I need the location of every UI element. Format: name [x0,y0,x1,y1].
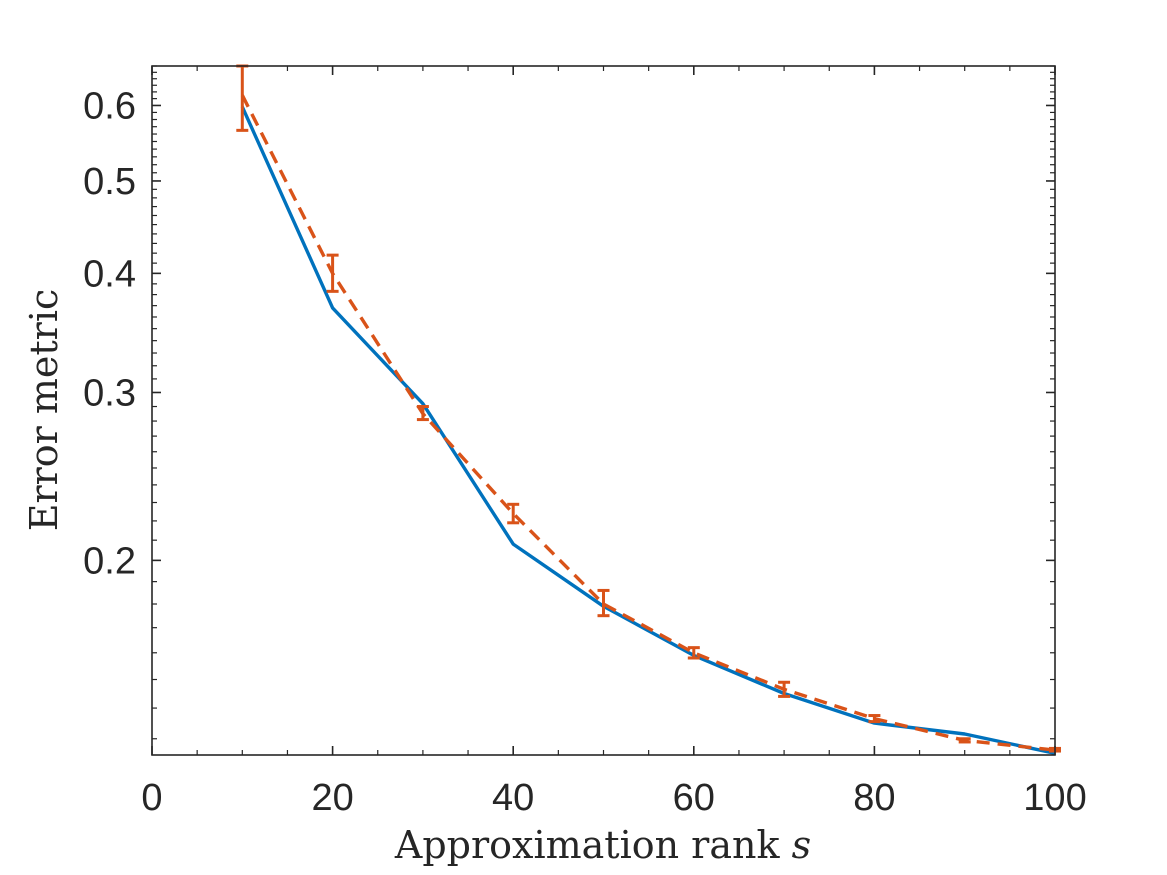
x-axis-title: Approximation rank s [394,823,811,867]
x-tick-label: 40 [492,777,534,819]
x-axis-variable: s [792,823,812,867]
x-tick-label: 20 [311,777,353,819]
x-tick-label: 80 [853,777,895,819]
error-bar [778,680,791,698]
error-bar [416,405,429,422]
plot-area [152,66,1055,755]
x-tick-labels: 0 20 40 60 80 100 [141,777,1086,819]
error-bar [597,588,610,618]
y-tick-label: 0.5 [83,161,136,203]
y-axis-title: Error metric [22,289,66,532]
error-bar [507,502,520,525]
plot-frame [151,65,1056,756]
y-tick-label: 0.2 [83,540,136,582]
series-layer [236,64,1061,755]
y-tick-label: 0.4 [83,253,136,295]
error-bar [958,737,971,744]
minor-ticks [152,65,1055,755]
error-bar [687,646,700,660]
y-tick-label: 0.6 [83,85,136,127]
x-tick-label: 0 [141,777,162,819]
x-axis-title-text: Approximation rank [394,823,781,867]
x-tick-label: 60 [673,777,715,819]
x-tick-label: 100 [1023,777,1086,819]
y-tick-labels: 0.2 0.3 0.4 0.5 0.6 [83,85,136,582]
error-bar [326,253,339,293]
series-line-2 [240,94,1056,752]
error-bar [868,714,881,724]
y-tick-label: 0.3 [83,372,136,414]
